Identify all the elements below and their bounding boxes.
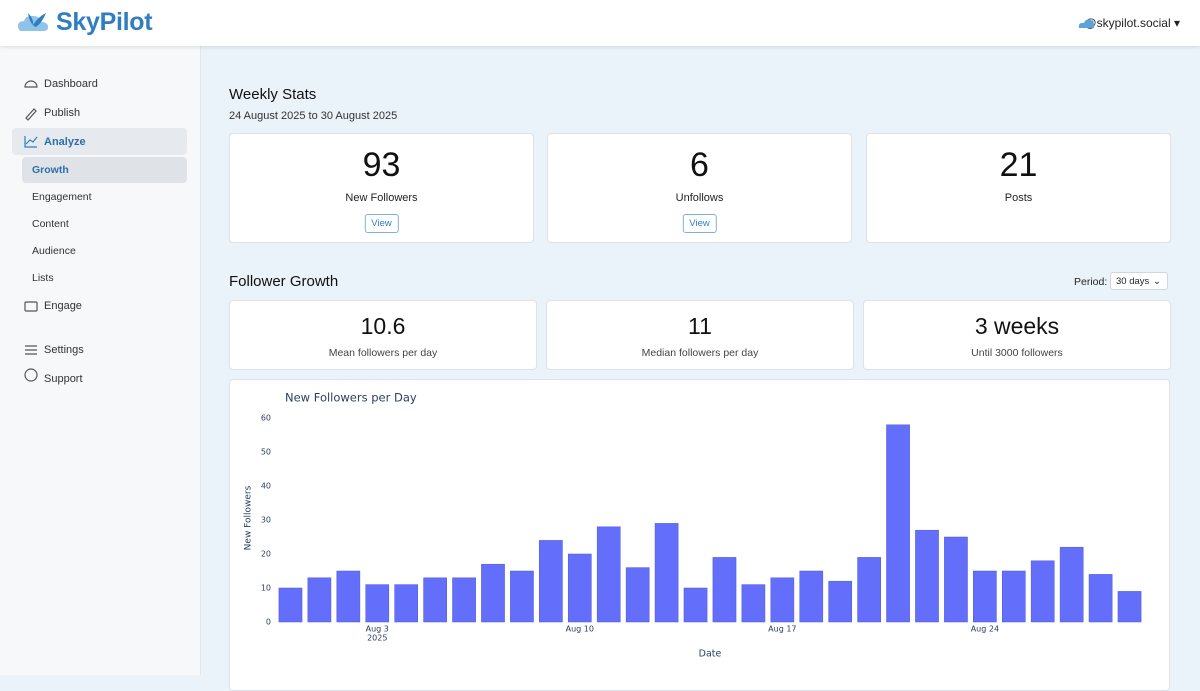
- y-tick-label: 40: [261, 482, 271, 491]
- stat-value: 3 weeks: [974, 313, 1060, 339]
- stat-card: 21 Posts: [866, 133, 1171, 243]
- stat-value: 21: [999, 146, 1038, 184]
- bar: [1001, 570, 1026, 623]
- bar: [278, 587, 303, 623]
- active-section-bg: [12, 128, 187, 155]
- nav-item[interactable]: Support: [44, 373, 83, 385]
- stat-card: 10.6 Mean followers per day: [229, 300, 537, 370]
- bar: [886, 424, 910, 623]
- period-select[interactable]: 30 days ⌄: [1110, 272, 1168, 290]
- bar: [567, 553, 592, 623]
- stat-label: Unfollows: [675, 192, 724, 204]
- stat-value: 6: [690, 146, 709, 184]
- nav-subitem[interactable]: Growth: [32, 164, 69, 176]
- bar: [336, 570, 361, 623]
- nav-subitem[interactable]: Engagement: [32, 191, 92, 203]
- bar: [683, 587, 708, 623]
- view-button[interactable]: View: [682, 214, 717, 233]
- bar: [625, 567, 650, 623]
- stat-value: 11: [688, 313, 712, 339]
- view-button[interactable]: View: [364, 214, 399, 233]
- stat-label: Median followers per day: [641, 347, 759, 359]
- x-tick-label: Aug 24: [971, 625, 999, 634]
- bar: [857, 557, 881, 623]
- bar: [596, 526, 621, 623]
- bar: [510, 570, 534, 623]
- stat-card: 3 weeks Until 3000 followers: [863, 300, 1171, 370]
- bar: [973, 570, 997, 623]
- bar: [944, 536, 968, 623]
- bar: [654, 523, 679, 623]
- bar: [770, 577, 795, 623]
- top-bar: SkyPilot @skypilot.social ▾: [0, 0, 1200, 46]
- sidebar: Dashboard Publish Analyze Growth Engagem…: [0, 46, 201, 675]
- y-tick-label: 30: [261, 516, 271, 525]
- nav-item[interactable]: Publish: [44, 107, 81, 119]
- nav-item[interactable]: Dashboard: [44, 78, 98, 90]
- chart-card: [229, 379, 1170, 691]
- period-label: Period:: [1074, 276, 1108, 288]
- y-tick-label: 10: [261, 584, 271, 593]
- bar: [741, 584, 766, 623]
- account-menu[interactable]: @skypilot.social ▾: [1084, 16, 1180, 30]
- bar: [828, 580, 853, 623]
- account-name[interactable]: @skypilot.social: [1084, 16, 1171, 30]
- section-title: Follower Growth: [229, 273, 339, 290]
- stat-card: 93 New Followers View: [229, 133, 534, 243]
- date-range: 24 August 2025 to 30 August 2025: [229, 110, 398, 122]
- logo-text[interactable]: SkyPilot: [56, 8, 153, 36]
- bar: [1030, 560, 1055, 623]
- bar: [365, 584, 390, 623]
- nav-item[interactable]: Settings: [44, 344, 84, 356]
- nav-subitem[interactable]: Content: [32, 218, 69, 230]
- period-value[interactable]: 30 days: [1116, 276, 1150, 287]
- bar: [539, 540, 563, 623]
- stat-label: Mean followers per day: [328, 347, 438, 359]
- y-tick-label: 20: [261, 550, 271, 559]
- x-axis-label: Date: [699, 649, 722, 660]
- stat-value: 10.6: [360, 313, 406, 339]
- nav-subitem[interactable]: Lists: [32, 272, 54, 284]
- bar: [712, 557, 737, 623]
- nav-item[interactable]: Engage: [44, 300, 82, 312]
- x-tick-label: Aug 3: [366, 625, 389, 634]
- y-tick-label: 60: [261, 414, 271, 423]
- nav-icons: [24, 80, 38, 382]
- x-tick-label: Aug 10: [566, 625, 594, 634]
- active-item-bg: [22, 157, 187, 183]
- bar: [1059, 546, 1084, 623]
- stat-card: 11 Median followers per day: [546, 300, 854, 370]
- chart-title: New Followers per Day: [285, 391, 417, 405]
- nav-subitem[interactable]: Audience: [32, 245, 76, 257]
- stat-label: Posts: [1004, 192, 1033, 204]
- section-title: Weekly Stats: [229, 86, 317, 103]
- bar: [799, 570, 824, 623]
- stat-label: New Followers: [345, 192, 418, 204]
- y-tick-label: 50: [261, 448, 271, 457]
- x-tick-label: Aug 17: [768, 625, 796, 634]
- stat-label: Until 3000 followers: [971, 347, 1063, 359]
- y-axis-label: New Followers: [244, 485, 254, 550]
- stat-card: 6 Unfollows View: [547, 133, 852, 243]
- bar: [481, 563, 505, 623]
- bar: [423, 577, 447, 623]
- y-tick-label: 0: [266, 618, 271, 627]
- bar: [452, 577, 476, 623]
- logo-icon: [18, 13, 48, 31]
- x-tick-sublabel: 2025: [367, 634, 387, 643]
- stat-value: 93: [362, 146, 401, 184]
- bar: [1117, 591, 1142, 623]
- bar: [915, 529, 939, 623]
- nav-item[interactable]: Analyze: [44, 136, 86, 148]
- account-avatar: [1078, 19, 1095, 28]
- bar: [307, 577, 332, 623]
- bar: [394, 584, 419, 623]
- chart: New Followers per Day Date New Followers…: [244, 391, 1142, 660]
- bar: [1088, 574, 1113, 623]
